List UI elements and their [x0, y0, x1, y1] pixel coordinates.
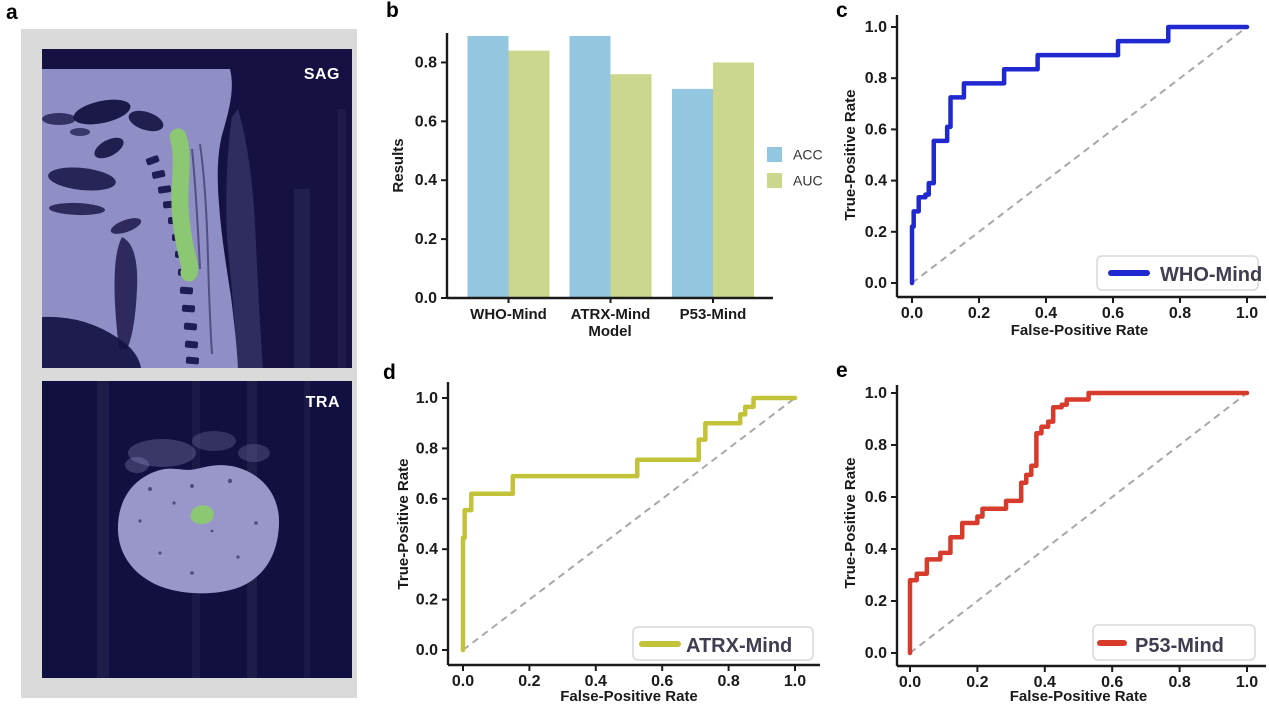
mri-view-label-sag: SAG: [303, 66, 340, 83]
roc-curve: [907, 390, 1250, 656]
y-tick-label: 0.8: [865, 70, 887, 87]
bar-auc-0: [508, 50, 550, 298]
legend-swatch-auc: [767, 173, 782, 188]
bar-acc-2: [672, 88, 713, 298]
mri-image-sagittal: SAG: [42, 49, 352, 368]
x-tick-label: 0.0: [452, 673, 474, 690]
anatomy-dark-marks: [42, 99, 164, 368]
bar-chart-results: 0.0 0.2 0.4 0.6 0.8 WHO-Mind ATRX-Mind P53-Mind…: [390, 33, 823, 340]
roc-curve: [460, 395, 798, 653]
roc-chart-atrx-mind: 0.0 0.2 0.4 0.6 0.8 1.0 0.0 0.2 0.4 0.6 0.8 1.0 Fals…: [395, 382, 820, 705]
y-tick-label: 0.2: [865, 593, 887, 610]
y-tick-label: 0.6: [865, 121, 887, 138]
y-tick-label: 0.4: [415, 172, 437, 189]
x-tick-label: 0.4: [1034, 674, 1056, 691]
legend-label: WHO-Mind: [1160, 264, 1262, 286]
y-tick-label: 0.8: [416, 440, 438, 457]
x-tick-label: 1.0: [784, 673, 806, 690]
panel-letter-b: b: [386, 0, 399, 22]
panel-letter-e: e: [836, 359, 848, 382]
x-category-label: P53-Mind: [680, 306, 747, 323]
x-tick-label: 0.2: [518, 673, 540, 690]
x-category-label: ATRX-Mind: [571, 306, 651, 323]
tissue-specks: [138, 478, 258, 575]
x-tick-label: 0.8: [1168, 674, 1190, 691]
x-tick-label: 0.0: [901, 305, 923, 322]
x-tick-label: 1.0: [1236, 674, 1258, 691]
x-axis-title: False-Positive Rate: [1010, 688, 1148, 705]
y-tick-label: 0.6: [865, 489, 887, 506]
legend-box: [632, 626, 814, 661]
x-axis-title: Model: [588, 323, 631, 340]
x-tick-label: 0.6: [1101, 674, 1123, 691]
panel-letter-a: a: [6, 1, 18, 24]
chance-diagonal: [462, 397, 796, 651]
y-tick-label: 0.4: [416, 541, 438, 558]
noise-fringe: [125, 431, 270, 473]
x-axis-title: False-Positive Rate: [1011, 322, 1149, 339]
y-tick-label: 0.4: [865, 173, 887, 190]
y-axis-title: Results: [390, 138, 407, 192]
roc-curve: [909, 24, 1250, 286]
x-tick-label: 0.4: [585, 673, 607, 690]
x-tick-label: 0.6: [651, 673, 673, 690]
back-muscle-band: [226, 109, 263, 368]
legend-box: [1096, 255, 1259, 291]
legend-label: P53-Mind: [1135, 635, 1224, 657]
y-tick-label: 0.8: [415, 54, 437, 71]
y-tick-label: 0.8: [865, 437, 887, 454]
y-tick-label: 0.0: [865, 645, 887, 662]
legend-label-acc: ACC: [793, 147, 823, 163]
x-tick-label: 0.8: [1169, 305, 1191, 322]
roc-chart-who-mind: 0.0 0.2 0.4 0.6 0.8 1.0 0.0 0.2 0.4 0.6 0.8 1.0 Fals…: [842, 15, 1266, 339]
y-tick-label: 0.2: [415, 231, 437, 248]
y-tick-label: 0.2: [865, 224, 887, 241]
legend-label: ATRX-Mind: [686, 635, 792, 657]
x-tick-label: 0.6: [1102, 305, 1124, 322]
bar-acc-1: [569, 35, 611, 298]
panel-letter-c: c: [836, 0, 848, 22]
x-axis-title: False-Positive Rate: [560, 688, 698, 705]
y-tick-label: 0.6: [415, 113, 437, 130]
x-tick-label: 1.0: [1236, 305, 1258, 322]
x-tick-label: 0.2: [966, 674, 988, 691]
y-axis-title: True-Positive Rate: [395, 459, 412, 590]
legend-box: [1092, 624, 1256, 661]
y-axis-title: True-Positive Rate: [842, 458, 859, 589]
y-tick-label: 0.2: [416, 592, 438, 609]
mri-transversal-graphic: [42, 381, 352, 678]
mri-view-label-tra: TRA: [305, 394, 340, 411]
y-axis-title: True-Positive Rate: [842, 90, 859, 221]
x-category-label: WHO-Mind: [470, 306, 547, 323]
bar-auc-1: [610, 74, 652, 298]
panel-letter-d: d: [383, 361, 396, 384]
y-tick-label: 0.0: [865, 275, 887, 292]
y-tick-label: 0.0: [416, 642, 438, 659]
mri-panel-background: SAG: [21, 29, 357, 698]
mri-image-transversal: TRA: [42, 381, 352, 678]
ligament-streaks: [191, 143, 213, 355]
mri-sagittal-graphic: [42, 49, 352, 368]
y-tick-label: 0.4: [865, 541, 887, 558]
x-tick-label: 0.0: [899, 674, 921, 691]
segmentation-overlay-tra: [190, 505, 214, 525]
bar-acc-0: [467, 35, 509, 298]
x-tick-label: 0.8: [717, 673, 739, 690]
x-tick-label: 0.2: [968, 305, 990, 322]
x-tick-label: 0.4: [1035, 305, 1057, 322]
legend-swatch-acc: [767, 147, 782, 162]
y-tick-label: 1.0: [865, 19, 887, 36]
neck-cross-section: [117, 465, 280, 594]
legend-label-auc: AUC: [793, 173, 823, 189]
y-tick-label: 0.6: [416, 491, 438, 508]
chance-diagonal: [911, 26, 1248, 284]
segmentation-overlay-sag: [169, 128, 199, 282]
y-tick-label: 1.0: [416, 390, 438, 407]
chance-diagonal: [909, 392, 1248, 654]
bar-auc-2: [713, 62, 754, 298]
y-tick-label: 0.0: [415, 290, 437, 307]
y-tick-label: 1.0: [865, 385, 887, 402]
roc-chart-p53-mind: 0.0 0.2 0.4 0.6 0.8 1.0 0.0 0.2 0.4 0.6 0.8 1.0 Fals…: [842, 385, 1266, 705]
